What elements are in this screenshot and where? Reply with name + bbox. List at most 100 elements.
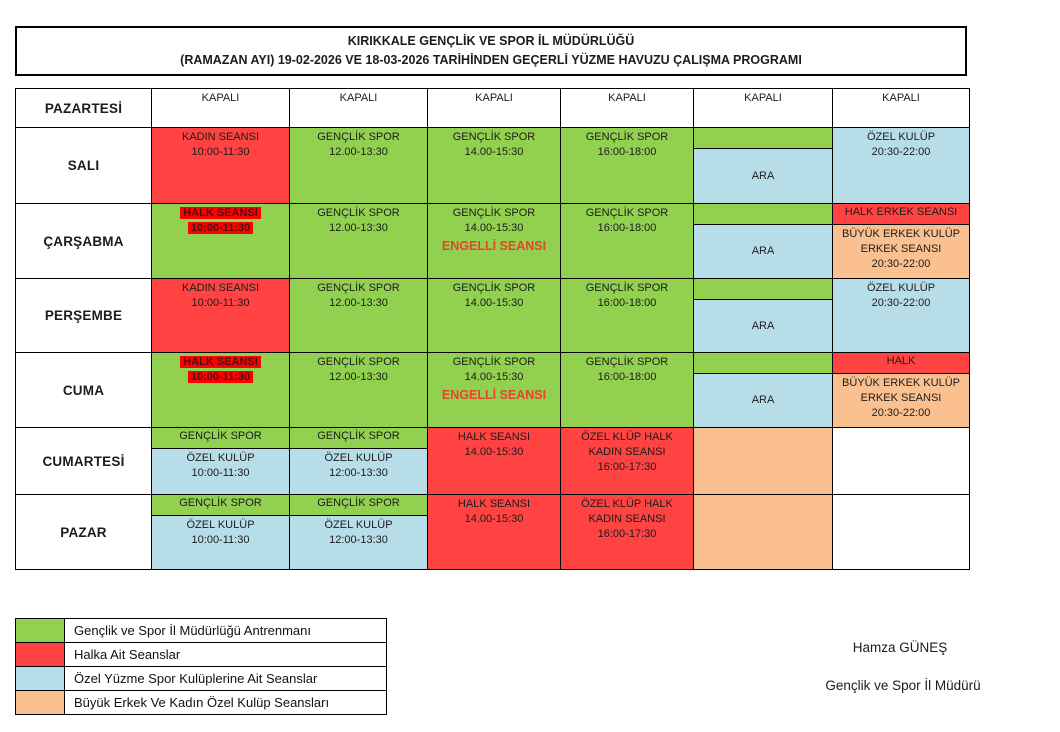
schedule-cell: GENÇLİK SPOR ÖZEL KULÜP 10:00-11:30 (152, 428, 289, 494)
day-label: SALI (16, 128, 151, 203)
session-segment (833, 428, 969, 494)
schedule-cell: HALK SEANSI 10:00-11:30 (152, 353, 289, 427)
session-text: HALK SEANSI (457, 431, 531, 443)
legend-label: Özel Yüzme Spor Kulüplerine Ait Seanslar (74, 671, 318, 686)
session-segment: KADIN SEANSI 10:00-11:30 (152, 279, 289, 352)
session-text: GENÇLİK SPOR (585, 207, 669, 219)
schedule-cell: KAPALI (428, 89, 560, 127)
session-text: 12.00-13:30 (329, 297, 388, 309)
schedule-cell: GENÇLİK SPOR 14.00-15:30 (428, 279, 560, 352)
legend-label: Halka Ait Seanslar (74, 647, 181, 662)
day-label: PAZAR (16, 495, 151, 569)
session-text: KAPALI (608, 92, 646, 104)
session-text: GENÇLİK SPOR (585, 282, 669, 294)
schedule-cell: KADIN SEANSI 10:00-11:30 (152, 128, 289, 203)
schedule-cell: ARA (694, 204, 832, 278)
schedule-cell: GENÇLİK SPOR 14.00-15:30 ENGELLİ SEANSI (428, 204, 560, 278)
session-segment: ARA (694, 373, 832, 427)
session-text: 14.00-15:30 (464, 371, 524, 383)
session-segment: HALK SEANSI 10:00-11:30 (152, 353, 289, 427)
session-text: ENGELLİ SEANSI (441, 388, 547, 402)
legend-label: Büyük Erkek Ve Kadın Özel Kulüp Seanslar… (74, 695, 330, 710)
session-text: 16:00-17:30 (597, 528, 657, 540)
schedule-table: PAZARTESİ KAPALI KAPALI KAPALI KAPALI KAPALI K… (15, 88, 970, 570)
session-text: 16:00-18:00 (597, 297, 657, 309)
day-label: CUMA (16, 353, 151, 427)
day-label: ÇARŞABMA (16, 204, 151, 278)
session-segment: ÖZEL KULÜP 12:00-13:30 (290, 448, 427, 494)
session-text: GENÇLİK SPOR (452, 356, 536, 368)
schedule-cell: GENÇLİK SPOR 16:00-18:00 (561, 353, 693, 427)
session-text: ÖZEL KULÜP (186, 452, 255, 464)
session-text: 12.00-13:30 (329, 146, 388, 158)
schedule-cell: GENÇLİK SPOR 12.00-13:30 (290, 279, 427, 352)
session-segment: HALK SEANSI 10:00-11:30 (152, 204, 289, 278)
legend-row: Büyük Erkek Ve Kadın Özel Kulüp Seanslar… (16, 690, 386, 714)
schedule-cell: ÖZEL KULÜP 20:30-22:00 (833, 279, 969, 352)
session-segment: ARA (694, 148, 832, 203)
session-text: GENÇLİK SPOR (179, 497, 262, 509)
schedule-cell: KAPALI (694, 89, 832, 127)
schedule-cell: HALK ERKEK SEANSI BÜYÜK ERKEK KULÜP ERKEK … (833, 204, 969, 278)
session-segment: GENÇLİK SPOR 16:00-18:00 (561, 128, 693, 203)
session-text: HALK (886, 355, 916, 367)
session-text: GENÇLİK SPOR (317, 207, 400, 219)
session-segment: ÖZEL KLÜP HALK KADIN SEANSI 16:00-17:30 (561, 495, 693, 569)
session-segment: ÖZEL KLÜP HALK KADIN SEANSI 16:00-17:30 (561, 428, 693, 494)
legend-swatch-blue (16, 667, 65, 690)
session-text: 16:00-18:00 (597, 371, 657, 383)
schedule-cell: GENÇLİK SPOR ÖZEL KULÜP 10:00-11:30 (152, 495, 289, 569)
session-segment: HALK SEANSI 14.00-15:30 (428, 428, 560, 494)
session-text: 10:00-11:30 (187, 221, 254, 236)
session-text: GENÇLİK SPOR (179, 430, 262, 442)
session-segment: GENÇLİK SPOR 16:00-18:00 (561, 353, 693, 427)
day-label: PAZARTESİ (16, 89, 151, 127)
session-text: ÖZEL KULÜP (324, 452, 393, 464)
session-segment: ÖZEL KULÜP 20:30-22:00 (833, 279, 969, 352)
session-segment (694, 428, 832, 494)
session-text: GENÇLİK SPOR (317, 356, 400, 368)
session-segment (694, 495, 832, 569)
session-text: HALK SEANSI (180, 206, 261, 221)
session-segment: GENÇLİK SPOR 12.00-13:30 (290, 128, 427, 203)
session-text: KAPALI (882, 92, 920, 104)
schedule-cell: KAPALI (561, 89, 693, 127)
session-text: HALK SEANSI (457, 498, 531, 510)
session-text: ÖZEL KLÜP HALK (581, 498, 673, 510)
schedule-cell: HALK SEANSI 10:00-11:30 (152, 204, 289, 278)
legend-label: Gençlik ve Spor İl Müdürlüğü Antrenmanı (74, 623, 312, 638)
session-text: HALK ERKEK SEANSI (844, 206, 958, 218)
session-text: 20:30-22:00 (871, 407, 931, 419)
session-text: BÜYÜK ERKEK KULÜP (842, 228, 960, 240)
schedule-cell: KADIN SEANSI 10:00-11:30 (152, 279, 289, 352)
schedule-cell: KAPALI (833, 89, 969, 127)
session-text: GENÇLİK SPOR (452, 207, 536, 219)
schedule-cell (833, 428, 969, 494)
session-text: 10:00-11:30 (191, 146, 250, 158)
session-segment: GENÇLİK SPOR (152, 495, 289, 515)
session-text: ARA (751, 319, 775, 332)
session-text: ÖZEL KULÜP (324, 519, 393, 531)
legend: Gençlik ve Spor İl Müdürlüğü Antrenmanı … (15, 618, 387, 715)
schedule-cell: ARA (694, 128, 832, 203)
session-text: ARA (751, 169, 775, 182)
session-segment: KAPALI (561, 89, 693, 127)
session-segment (694, 353, 832, 373)
session-text: GENÇLİK SPOR (452, 131, 536, 143)
session-text: 10:00-11:30 (191, 467, 250, 479)
schedule-cell: HALK SEANSI 14.00-15:30 (428, 428, 560, 494)
schedule-cell: GENÇLİK SPOR 14.00-15:30 ENGELLİ SEANSI (428, 353, 560, 427)
session-text: GENÇLİK SPOR (585, 356, 669, 368)
schedule-cell (694, 428, 832, 494)
session-text: HALK SEANSI (180, 355, 261, 370)
schedule-cell: ARA (694, 353, 832, 427)
legend-row: Özel Yüzme Spor Kulüplerine Ait Seanslar (16, 666, 386, 690)
session-text: 12.00-13:30 (329, 371, 388, 383)
session-text: GENÇLİK SPOR (317, 282, 400, 294)
session-segment: KAPALI (428, 89, 560, 127)
session-segment: GENÇLİK SPOR 12.00-13:30 (290, 204, 427, 278)
schedule-cell: ÖZEL KLÜP HALK KADIN SEANSI 16:00-17:30 (561, 495, 693, 569)
schedule-cell: HALK SEANSI 14.00-15:30 (428, 495, 560, 569)
schedule-cell: GENÇLİK SPOR 12.00-13:30 (290, 204, 427, 278)
session-segment (833, 495, 969, 569)
